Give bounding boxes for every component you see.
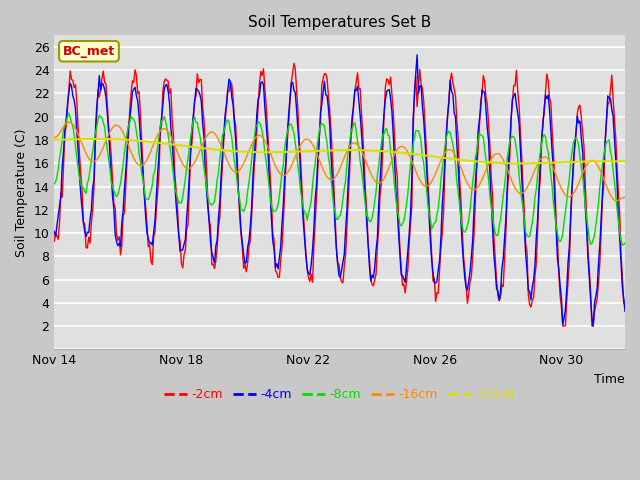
X-axis label: Time: Time	[595, 373, 625, 386]
Text: BC_met: BC_met	[63, 45, 115, 58]
Y-axis label: Soil Temperature (C): Soil Temperature (C)	[15, 128, 28, 257]
Title: Soil Temperatures Set B: Soil Temperatures Set B	[248, 15, 431, 30]
Legend: -2cm, -4cm, -8cm, -16cm, -32cm: -2cm, -4cm, -8cm, -16cm, -32cm	[159, 383, 520, 406]
